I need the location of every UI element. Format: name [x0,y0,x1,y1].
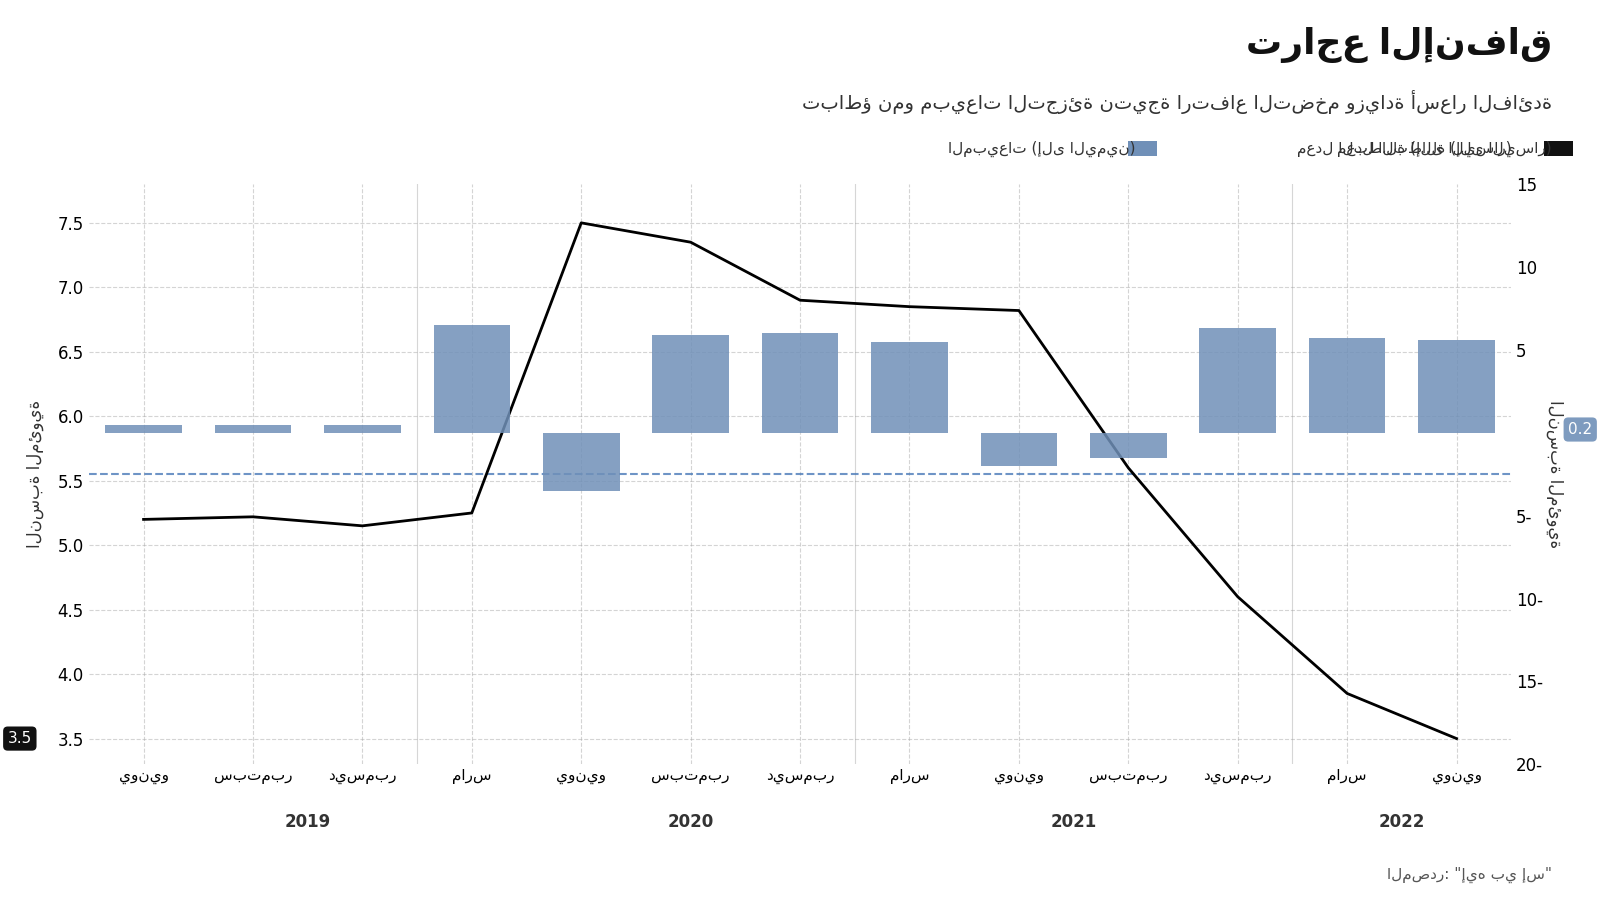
Bar [542,432,619,491]
Text: 3.5: 3.5 [8,731,32,746]
Text: 2020: 2020 [667,814,714,832]
Bar [870,341,947,432]
Bar [1309,338,1386,432]
Bar [106,424,182,432]
Text: المبيعات (إلى اليمين): المبيعات (إلى اليمين) [949,141,1136,157]
Text: تراجع الإنفاق: تراجع الإنفاق [1246,27,1552,63]
Bar [762,333,838,432]
Text: المصدر: "إيه بي إس": المصدر: "إيه بي إس" [1387,867,1552,883]
Bar [1090,432,1166,458]
Text: معدل البطالة (إلى اليسار): معدل البطالة (إلى اليسار) [1338,141,1552,157]
Bar [653,335,730,432]
Bar [325,424,400,432]
Bar [1418,340,1494,432]
Y-axis label: النسبة المئوية: النسبة المئوية [1546,400,1563,549]
Text: 2019: 2019 [285,814,331,832]
Text: 0.2: 0.2 [1568,422,1592,437]
Bar [981,432,1058,466]
Bar [214,424,291,432]
Text: تباطؤ نمو مبيعات التجزئة نتيجة ارتفاع التضخم وزيادة أسعار الفائدة: تباطؤ نمو مبيعات التجزئة نتيجة ارتفاع ال… [802,90,1552,114]
Text: معدل البطالة (إلى اليسار): معدل البطالة (إلى اليسار) [1298,141,1512,157]
Bar [1200,328,1277,432]
Text: 2022: 2022 [1379,814,1426,832]
Text: 2021: 2021 [1051,814,1096,832]
Bar [434,325,510,432]
Y-axis label: النسبة المئوية: النسبة المئوية [26,400,43,549]
